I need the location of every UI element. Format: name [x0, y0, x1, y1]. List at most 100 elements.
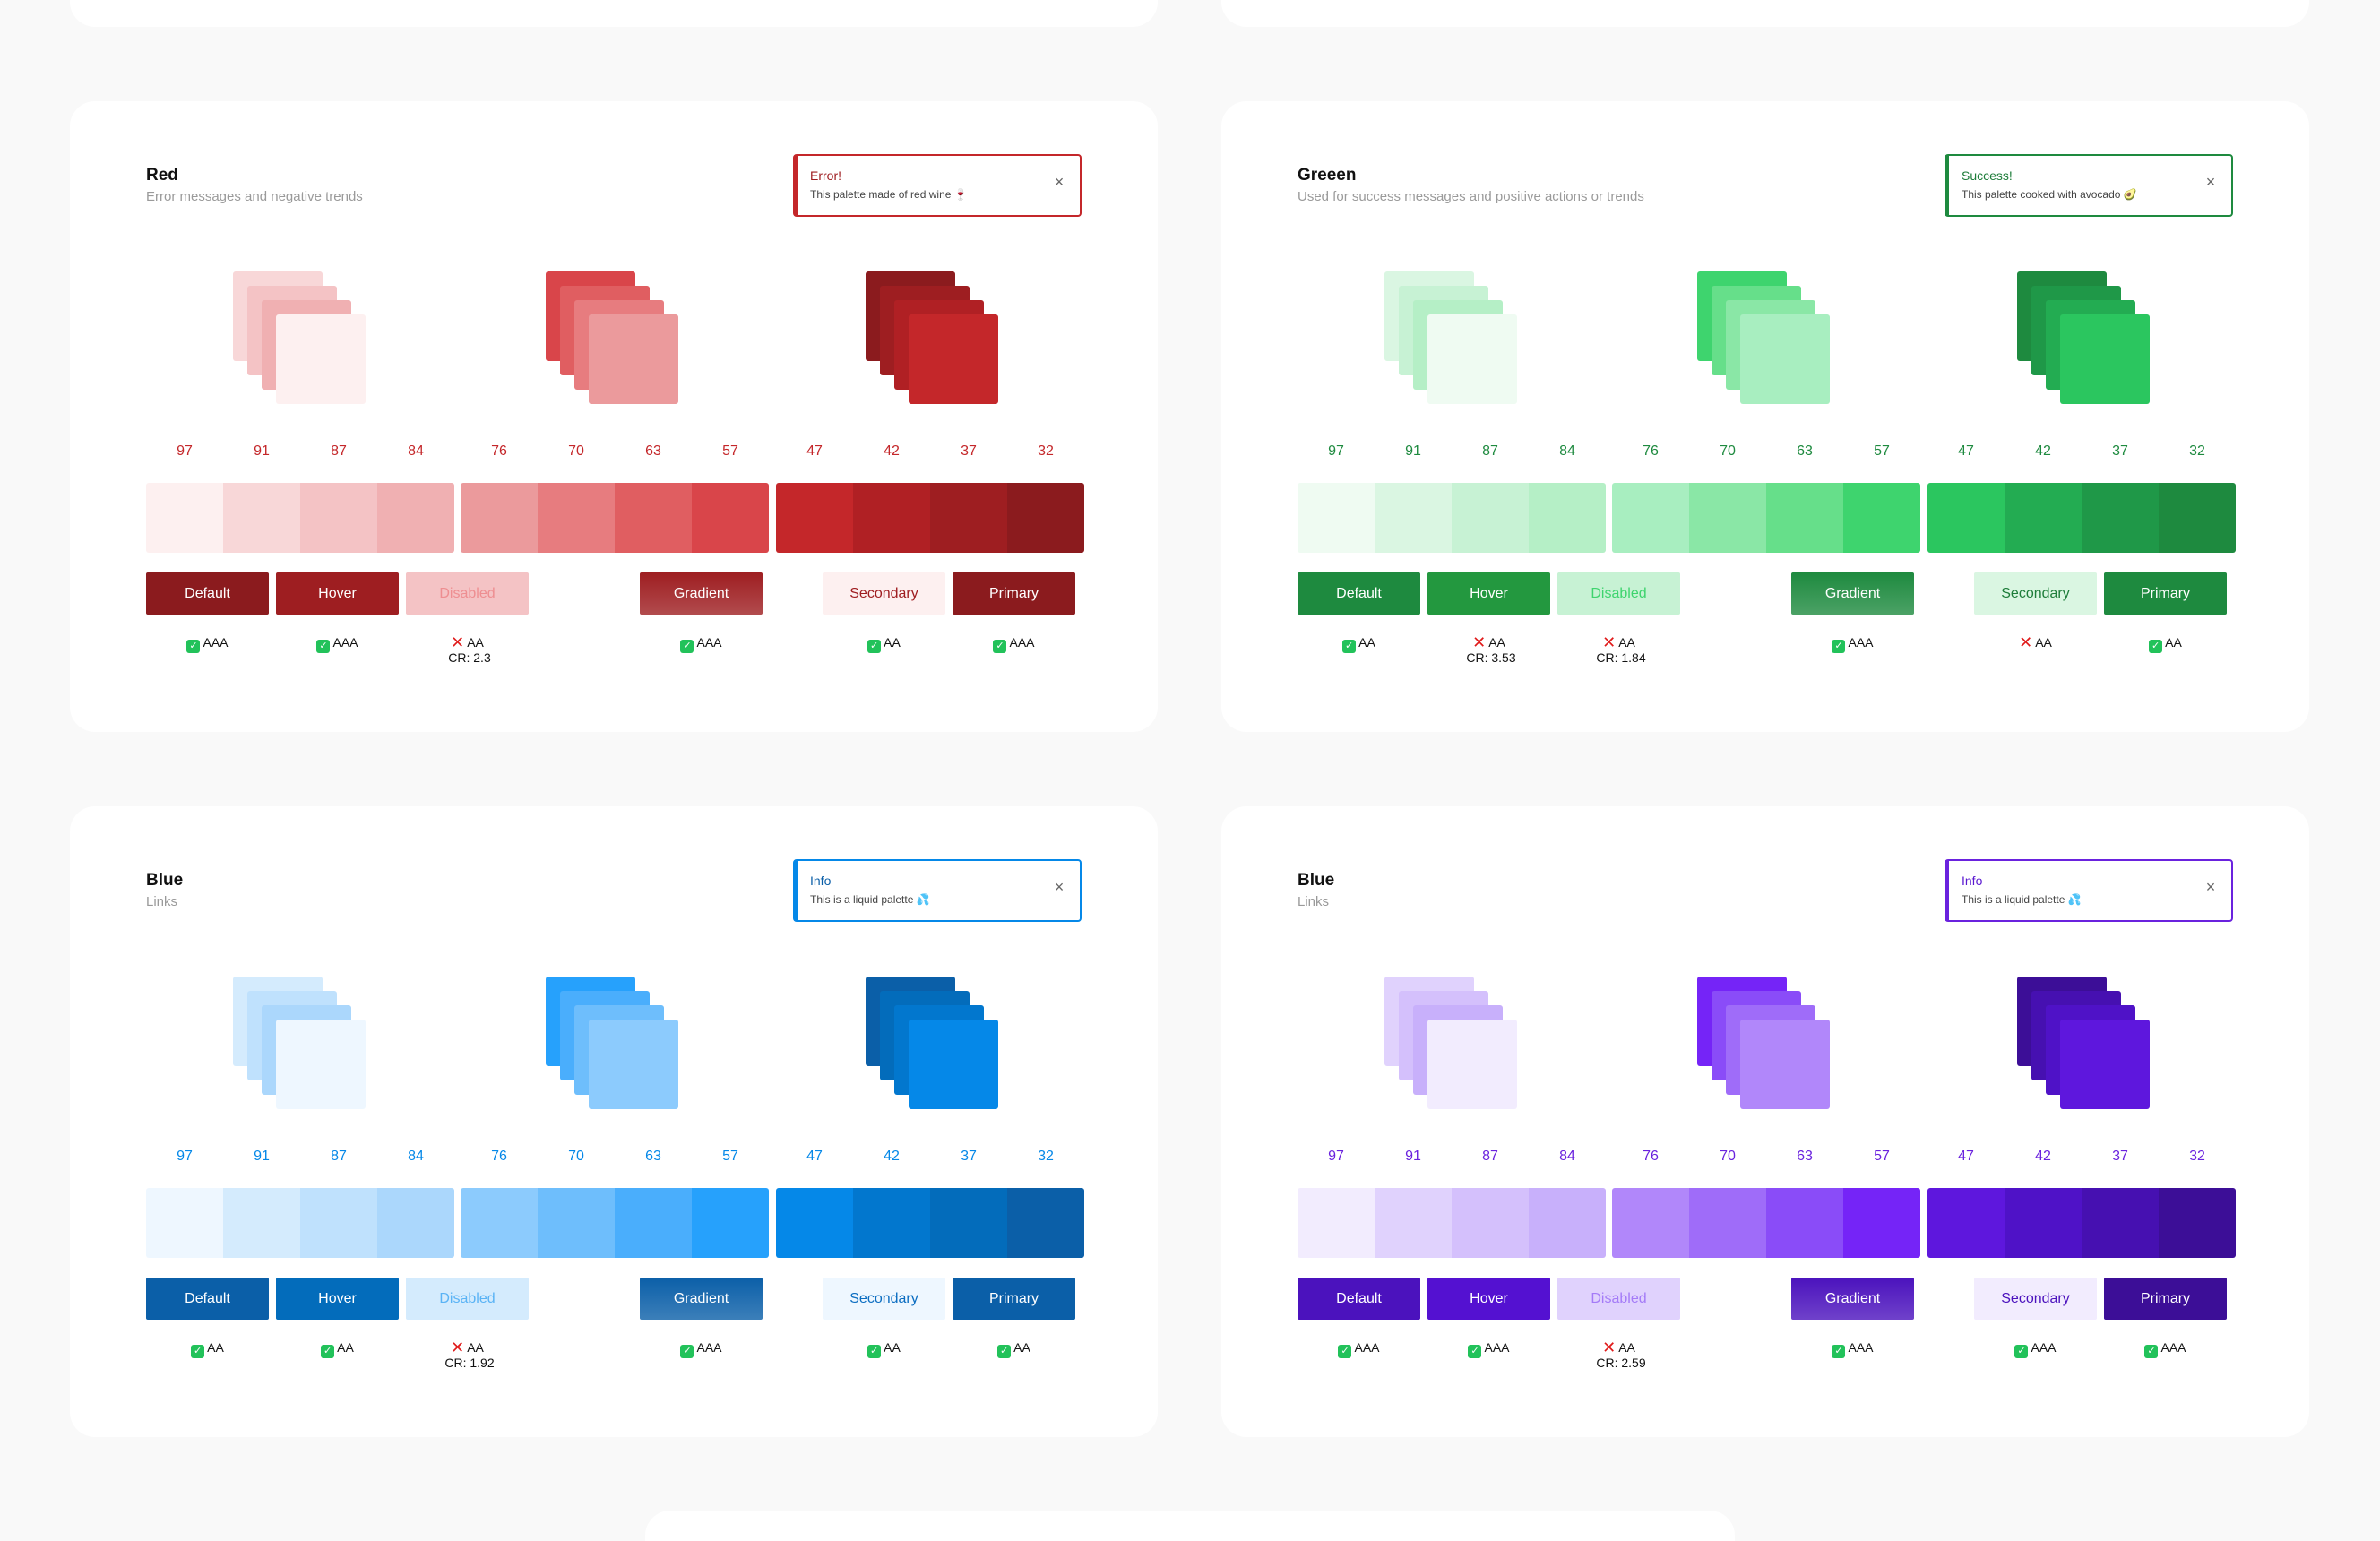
hover-button[interactable]: Hover: [276, 1278, 399, 1320]
level-label: 97: [177, 1149, 193, 1164]
color-swatch[interactable]: [2005, 1188, 2082, 1258]
color-swatch[interactable]: [692, 483, 769, 553]
color-swatch[interactable]: [461, 1188, 538, 1258]
color-swatch[interactable]: [1766, 1188, 1843, 1258]
contrast-result: ✓ AAA: [146, 635, 269, 653]
default-button[interactable]: Default: [146, 1278, 269, 1320]
level-label: 47: [806, 443, 823, 459]
close-icon[interactable]: ×: [2205, 878, 2216, 896]
secondary-button[interactable]: Secondary: [1974, 572, 2097, 615]
default-button[interactable]: Default: [146, 572, 269, 615]
color-swatch[interactable]: [2159, 1188, 2236, 1258]
level-label: 87: [331, 1149, 347, 1164]
color-swatch[interactable]: [2159, 483, 2236, 553]
color-swatch[interactable]: [1452, 1188, 1529, 1258]
gradient-button[interactable]: Gradient: [1791, 572, 1914, 615]
default-button[interactable]: Default: [1298, 572, 1420, 615]
default-button[interactable]: Default: [1298, 1278, 1420, 1320]
color-swatch[interactable]: [776, 1188, 853, 1258]
alert-title: Info: [810, 874, 832, 888]
color-swatch[interactable]: [461, 483, 538, 553]
check-icon: ✓: [186, 640, 201, 653]
color-swatch[interactable]: [615, 1188, 692, 1258]
hover-button[interactable]: Hover: [1427, 572, 1550, 615]
disabled-button[interactable]: Disabled: [406, 572, 529, 615]
color-swatch[interactable]: [1007, 483, 1084, 553]
disabled-button[interactable]: Disabled: [406, 1278, 529, 1320]
color-swatch[interactable]: [300, 1188, 377, 1258]
check-icon: ✓: [321, 1345, 335, 1358]
color-swatch[interactable]: [615, 483, 692, 553]
color-swatch[interactable]: [776, 483, 853, 553]
primary-button[interactable]: Primary: [2104, 1278, 2227, 1320]
primary-button[interactable]: Primary: [953, 1278, 1075, 1320]
color-swatch[interactable]: [538, 483, 615, 553]
level-label: 70: [568, 443, 584, 459]
secondary-button[interactable]: Secondary: [823, 572, 945, 615]
color-swatch[interactable]: [1298, 1188, 1375, 1258]
color-swatch[interactable]: [2005, 483, 2082, 553]
contrast-level: AA: [1618, 635, 1635, 650]
hover-button[interactable]: Hover: [1427, 1278, 1550, 1320]
color-swatch[interactable]: [1843, 483, 1920, 553]
contrast-result: ✓ AAA: [1427, 1340, 1550, 1358]
color-swatch[interactable]: [2082, 1188, 2159, 1258]
color-swatch[interactable]: [692, 1188, 769, 1258]
color-swatch[interactable]: [146, 483, 223, 553]
stack-swatch: [276, 314, 366, 404]
level-label: 57: [1874, 443, 1890, 459]
disabled-button[interactable]: Disabled: [1557, 1278, 1680, 1320]
contrast-result: ✓ AA: [953, 1340, 1075, 1358]
gradient-button[interactable]: Gradient: [640, 1278, 763, 1320]
level-label: 70: [568, 1149, 584, 1164]
gradient-button[interactable]: Gradient: [1791, 1278, 1914, 1320]
close-icon[interactable]: ×: [1054, 878, 1065, 896]
level-label: 42: [2035, 443, 2051, 459]
disabled-button[interactable]: Disabled: [1557, 572, 1680, 615]
secondary-button[interactable]: Secondary: [823, 1278, 945, 1320]
contrast-level: AA: [1618, 1340, 1635, 1355]
check-icon: ✓: [867, 1345, 882, 1358]
level-label: 37: [2112, 1149, 2128, 1164]
contrast-level: AAA: [2160, 1340, 2186, 1355]
color-swatch[interactable]: [1298, 483, 1375, 553]
stack-swatch: [2060, 314, 2150, 404]
color-swatch[interactable]: [2082, 483, 2159, 553]
gradient-button[interactable]: Gradient: [640, 572, 763, 615]
contrast-level: AA: [1488, 635, 1505, 650]
secondary-button[interactable]: Secondary: [1974, 1278, 2097, 1320]
color-swatch[interactable]: [1007, 1188, 1084, 1258]
color-swatch[interactable]: [377, 483, 454, 553]
contrast-result: ✓ AA: [823, 1340, 945, 1358]
color-swatch[interactable]: [1375, 483, 1452, 553]
color-swatch[interactable]: [1927, 1188, 2005, 1258]
color-swatch[interactable]: [223, 483, 300, 553]
color-swatch[interactable]: [538, 1188, 615, 1258]
color-swatch[interactable]: [1612, 1188, 1689, 1258]
color-swatch[interactable]: [223, 1188, 300, 1258]
color-swatch[interactable]: [1529, 483, 1606, 553]
palette-card: Greeen Used for success messages and posi…: [1221, 101, 2309, 732]
color-swatch[interactable]: [1766, 483, 1843, 553]
color-swatch[interactable]: [930, 1188, 1007, 1258]
color-swatch[interactable]: [1452, 483, 1529, 553]
color-swatch[interactable]: [300, 483, 377, 553]
color-swatch[interactable]: [853, 483, 930, 553]
hover-button[interactable]: Hover: [276, 572, 399, 615]
color-swatch[interactable]: [1689, 483, 1766, 553]
close-icon[interactable]: ×: [2205, 173, 2216, 191]
color-swatch[interactable]: [1612, 483, 1689, 553]
color-swatch[interactable]: [1375, 1188, 1452, 1258]
color-swatch[interactable]: [1689, 1188, 1766, 1258]
color-swatch[interactable]: [853, 1188, 930, 1258]
stack-swatch: [1740, 314, 1830, 404]
color-swatch[interactable]: [1843, 1188, 1920, 1258]
close-icon[interactable]: ×: [1054, 173, 1065, 191]
color-swatch[interactable]: [377, 1188, 454, 1258]
color-swatch[interactable]: [930, 483, 1007, 553]
color-swatch[interactable]: [146, 1188, 223, 1258]
primary-button[interactable]: Primary: [953, 572, 1075, 615]
primary-button[interactable]: Primary: [2104, 572, 2227, 615]
color-swatch[interactable]: [1927, 483, 2005, 553]
color-swatch[interactable]: [1529, 1188, 1606, 1258]
